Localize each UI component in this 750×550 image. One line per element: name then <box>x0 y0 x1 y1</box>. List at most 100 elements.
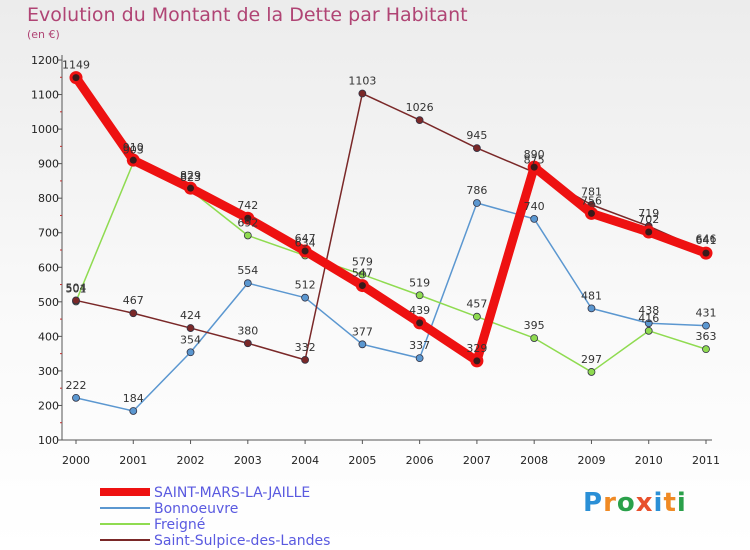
x-tick-label: 2006 <box>406 454 434 467</box>
data-label: 332 <box>295 341 316 354</box>
x-tick-label: 2010 <box>635 454 663 467</box>
data-point <box>415 354 424 363</box>
y-tick-label: 1000 <box>31 123 59 136</box>
data-point <box>243 279 252 288</box>
y-tick-label: 1200 <box>31 54 59 67</box>
y-tick-label: 200 <box>38 399 59 412</box>
x-tick-label: 2011 <box>692 454 720 467</box>
x-tick-label: 2004 <box>291 454 319 467</box>
data-point <box>587 368 596 376</box>
data-label: 395 <box>524 319 545 332</box>
data-point <box>72 296 80 305</box>
y-tick-label: 300 <box>38 365 59 378</box>
data-point <box>473 199 481 207</box>
data-label: 377 <box>352 325 373 338</box>
chart-title: Evolution du Montant de la Dette par Hab… <box>27 4 468 26</box>
brand-logo: Proxiti <box>583 488 687 518</box>
data-point <box>702 345 710 354</box>
x-tick-label: 2002 <box>177 454 205 467</box>
legend-label: Bonnoeuvre <box>154 501 238 517</box>
data-label: 547 <box>352 267 373 280</box>
data-label: 781 <box>581 186 602 199</box>
data-label: 740 <box>524 200 545 213</box>
data-point <box>358 89 367 98</box>
data-label: 380 <box>237 324 258 337</box>
data-point <box>415 291 424 300</box>
data-point <box>243 339 252 348</box>
data-label: 945 <box>466 129 487 142</box>
data-point <box>644 319 653 328</box>
x-tick-label: 2000 <box>62 454 90 467</box>
data-point <box>358 270 367 279</box>
data-point <box>473 312 481 321</box>
x-tick-label: 2003 <box>234 454 262 467</box>
data-label: 634 <box>295 237 316 250</box>
data-point <box>530 215 539 223</box>
brand-letter: i <box>676 488 687 518</box>
x-tick-label: 2005 <box>348 454 376 467</box>
data-label: 512 <box>295 279 316 292</box>
brand-letter: t <box>663 488 677 518</box>
data-point <box>473 144 481 152</box>
data-label: 786 <box>466 184 487 197</box>
data-label: 742 <box>237 199 258 212</box>
data-point-center <box>129 156 137 164</box>
data-label: 424 <box>180 309 201 322</box>
data-label: 416 <box>638 312 659 325</box>
data-point <box>530 334 539 342</box>
data-label: 519 <box>409 276 430 289</box>
series-line-0 <box>71 73 711 366</box>
data-point-center <box>187 184 195 192</box>
y-tick-label: 900 <box>38 158 59 171</box>
data-point <box>129 407 138 415</box>
y-tick-label: 100 <box>38 434 59 447</box>
data-label: 501 <box>66 282 87 295</box>
data-point <box>301 293 309 302</box>
data-point-center <box>72 74 80 82</box>
legend-label: Saint-Sulpice-des-Landes <box>154 533 330 549</box>
data-point <box>587 304 596 313</box>
data-label: 184 <box>123 392 144 405</box>
series-line-2 <box>75 161 707 373</box>
data-point-center <box>645 228 653 236</box>
data-label: 875 <box>524 153 545 166</box>
data-label: 823 <box>180 171 201 184</box>
data-point <box>358 340 367 349</box>
data-label: 222 <box>66 379 87 392</box>
data-label: 903 <box>123 144 144 157</box>
data-label: 467 <box>123 294 144 307</box>
data-point <box>702 321 710 330</box>
data-label: 329 <box>466 342 487 355</box>
data-label: 647 <box>295 232 316 245</box>
data-label: 641 <box>696 234 717 247</box>
y-tick-label: 500 <box>38 296 59 309</box>
brand-letter: i <box>653 488 664 518</box>
data-label: 481 <box>581 289 602 302</box>
data-point-center <box>702 249 710 257</box>
data-point-center <box>530 163 538 171</box>
x-tick-label: 2007 <box>463 454 491 467</box>
data-label: 829 <box>180 169 201 182</box>
data-point-center <box>416 319 424 327</box>
brand-letter: x <box>635 488 654 518</box>
data-label: 692 <box>237 216 258 229</box>
y-tick-label: 400 <box>38 330 59 343</box>
data-point <box>72 393 80 402</box>
y-tick-label: 600 <box>38 261 59 274</box>
data-point <box>415 116 424 125</box>
data-point-center <box>244 214 252 222</box>
data-point-center <box>473 357 481 365</box>
data-label: 438 <box>638 304 659 317</box>
data-label: 363 <box>696 330 717 343</box>
data-label: 890 <box>524 148 545 161</box>
series-line-3 <box>75 92 707 361</box>
data-label: 431 <box>696 307 717 320</box>
data-label: 337 <box>409 339 430 352</box>
y-tick-label: 700 <box>38 227 59 240</box>
data-label: 354 <box>180 333 201 346</box>
data-point-center <box>358 282 366 290</box>
data-label: 504 <box>66 281 87 294</box>
x-tick-label: 2001 <box>119 454 147 467</box>
